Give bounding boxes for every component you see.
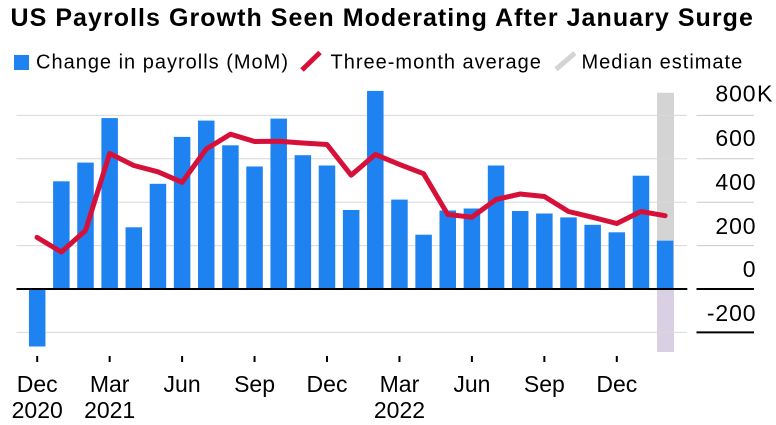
- svg-text:400: 400: [715, 169, 756, 195]
- svg-text:200: 200: [715, 213, 756, 239]
- svg-text:-200: -200: [707, 300, 757, 326]
- svg-text:600: 600: [715, 125, 756, 151]
- svg-text:0: 0: [743, 256, 757, 282]
- svg-text:2022: 2022: [374, 397, 425, 423]
- svg-text:Dec: Dec: [596, 371, 637, 397]
- svg-text:2021: 2021: [84, 397, 135, 423]
- svg-text:K: K: [757, 81, 773, 107]
- svg-text:Sep: Sep: [524, 371, 565, 397]
- svg-text:Jun: Jun: [453, 371, 490, 397]
- svg-text:2020: 2020: [12, 397, 63, 423]
- svg-text:800: 800: [715, 81, 756, 107]
- svg-text:Median estimate: Median estimate: [582, 52, 744, 74]
- svg-text:Dec: Dec: [307, 371, 348, 397]
- svg-text:Sep: Sep: [234, 371, 275, 397]
- svg-text:Change in payrolls (MoM): Change in payrolls (MoM): [36, 52, 289, 74]
- svg-text:Dec: Dec: [17, 371, 58, 397]
- svg-text:Mar: Mar: [90, 371, 130, 397]
- svg-text:Jun: Jun: [164, 371, 201, 397]
- svg-text:US Payrolls Growth Seen Modera: US Payrolls Growth Seen Moderating After…: [11, 4, 754, 32]
- svg-text:Three-month average: Three-month average: [331, 52, 542, 74]
- svg-text:Mar: Mar: [380, 371, 420, 397]
